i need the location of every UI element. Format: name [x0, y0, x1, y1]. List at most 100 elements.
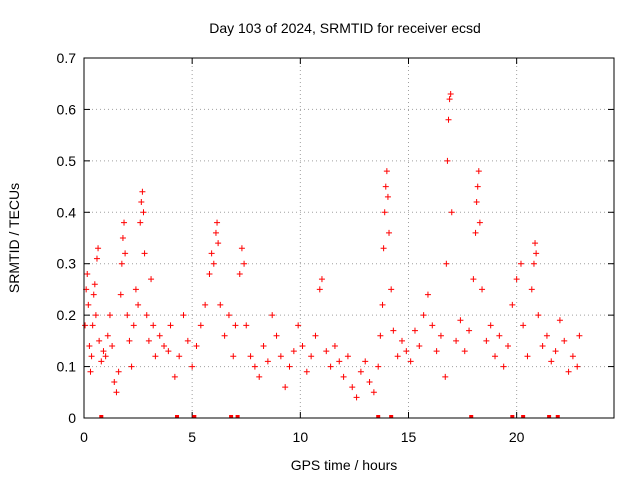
data-point: [100, 348, 107, 355]
data-point: [137, 219, 144, 226]
data-point: [251, 363, 258, 370]
data-point: [167, 322, 174, 329]
data-point: [165, 348, 172, 355]
data-point: [349, 384, 356, 391]
data-point: [466, 327, 473, 334]
data-point: [130, 322, 137, 329]
y-axis-label: SRMTID / TECUs: [6, 183, 22, 293]
data-point: [340, 373, 347, 380]
data-point: [215, 240, 222, 247]
data-point: [366, 379, 373, 385]
bottom-marker: [175, 415, 180, 418]
data-point: [509, 301, 516, 308]
y-tick-label: 0.2: [57, 307, 77, 323]
chart-title: Day 103 of 2024, SRMTID for receiver ecs…: [209, 20, 481, 36]
data-point: [176, 353, 183, 360]
bottom-marker: [510, 415, 515, 418]
data-point: [115, 368, 122, 375]
bottom-marker: [376, 415, 381, 418]
data-point: [96, 337, 103, 344]
data-point: [384, 193, 391, 200]
data-point: [113, 389, 120, 396]
data-point: [150, 322, 157, 329]
data-point: [312, 332, 319, 339]
tick-labels-layer: 0 0.1 0.2 0.3 0.4 0.5 0.6 0.7 0 5 10 15 20: [57, 50, 525, 445]
data-point: [273, 332, 280, 339]
data-point: [444, 157, 451, 164]
y-tick-label: 0.7: [57, 50, 77, 66]
data-point: [437, 332, 444, 339]
data-point: [88, 353, 95, 360]
data-point: [379, 301, 386, 308]
data-point: [390, 327, 397, 334]
data-point: [135, 301, 142, 308]
y-tick-label: 0.5: [57, 153, 77, 169]
data-point: [264, 358, 271, 365]
data-point: [476, 219, 483, 226]
data-point: [92, 312, 99, 319]
data-point: [189, 363, 196, 370]
bottom-marker: [521, 415, 526, 418]
data-point: [260, 343, 267, 349]
data-point: [344, 353, 351, 360]
data-point: [447, 91, 454, 97]
data-point: [532, 240, 539, 247]
data-point: [473, 199, 480, 205]
data-point: [152, 353, 159, 360]
data-point: [82, 322, 89, 329]
bottom-markers-layer: [99, 415, 560, 418]
data-point: [232, 322, 239, 329]
y-tick-label: 0.3: [57, 256, 77, 272]
bottom-marker: [555, 415, 560, 418]
data-point: [535, 312, 542, 319]
data-point: [111, 379, 118, 385]
y-tick-label: 0.4: [57, 204, 77, 220]
data-point: [424, 291, 431, 298]
data-point: [383, 168, 390, 175]
data-point: [247, 353, 254, 360]
data-point: [241, 260, 248, 267]
data-point: [214, 219, 221, 226]
data-point: [141, 250, 148, 257]
data-point: [533, 250, 540, 257]
data-point: [380, 245, 387, 252]
data-point: [122, 250, 129, 257]
data-point: [394, 353, 401, 360]
data-point: [370, 389, 377, 396]
data-point: [433, 348, 440, 355]
bottom-marker: [99, 415, 104, 418]
data-point: [524, 353, 531, 360]
data-point: [148, 276, 155, 283]
data-point: [461, 348, 468, 355]
data-point: [184, 337, 191, 344]
data-point: [411, 327, 418, 334]
data-point: [505, 343, 511, 349]
data-point: [353, 394, 360, 401]
data-point: [225, 312, 232, 319]
grid-layer: [84, 58, 614, 418]
data-point: [109, 343, 116, 349]
data-point: [202, 301, 209, 308]
x-tick-label: 20: [509, 429, 525, 445]
data-point: [574, 363, 581, 370]
data-point: [230, 353, 237, 360]
data-point: [87, 368, 94, 375]
data-point: [442, 373, 449, 380]
data-point: [472, 229, 479, 236]
data-point: [375, 363, 382, 370]
data-point: [269, 312, 276, 319]
data-point: [576, 332, 583, 339]
data-point: [84, 271, 91, 277]
data-point: [362, 358, 369, 365]
data-point: [106, 312, 113, 319]
data-point: [85, 301, 92, 308]
data-point: [327, 363, 334, 370]
data-point: [520, 322, 527, 329]
data-point: [217, 301, 224, 308]
data-point: [569, 353, 576, 360]
data-point: [119, 235, 126, 241]
data-point: [212, 229, 219, 236]
bottom-marker: [229, 415, 234, 418]
data-point: [277, 353, 284, 360]
